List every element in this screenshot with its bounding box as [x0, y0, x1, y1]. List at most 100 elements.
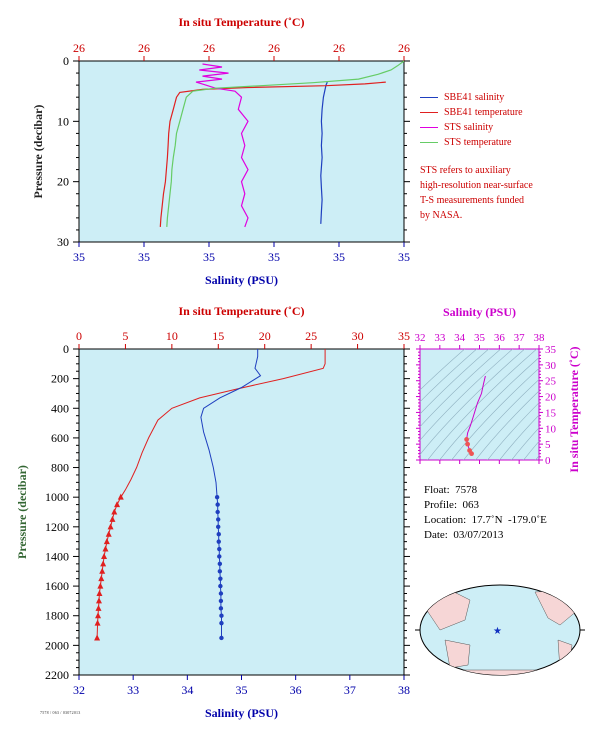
isopycnal-curve [463, 379, 539, 460]
ts-right-tick-label: 0 [545, 455, 551, 467]
temperature-marker [94, 619, 101, 626]
y-axis-tick-label: 10 [57, 114, 69, 128]
ts-right-tick-label: 25 [545, 376, 557, 388]
legend-swatch [420, 112, 438, 113]
y-axis-tick-label: 0 [63, 54, 69, 68]
ts-right-axis-title: In situ Temperature (˚C) [567, 346, 581, 472]
legend-item-sbe-temperature: SBE41 temperature [420, 105, 523, 120]
top-axis-tick-label: 26 [203, 41, 215, 55]
y-axis-tick-label: 1400 [45, 549, 69, 563]
legend-label: STS temperature [444, 137, 512, 148]
bottom-axis-tick-label: 35 [398, 250, 410, 264]
temperature-marker [107, 523, 114, 530]
bottom-axis-tick-label: 35 [138, 250, 150, 264]
ts-right-tick-label: 35 [545, 344, 557, 356]
legend-item-sts-temperature: STS temperature [420, 135, 523, 150]
temperature-marker [97, 582, 104, 589]
note-line: T-S measurements funded [420, 195, 525, 206]
salinity-marker [219, 620, 224, 626]
ts-right-tick-label: 30 [545, 360, 557, 372]
bottom-plot-area [78, 348, 405, 676]
ts-deep-marker [465, 441, 470, 447]
top-series-line [320, 81, 328, 224]
salinity-marker [218, 606, 224, 611]
y-axis-tick-label: 0 [63, 342, 69, 356]
bottom-axis-tick-label: 34 [181, 683, 193, 697]
isopycnal-curve [475, 390, 539, 460]
bottom-axis-tick-label: 32 [73, 683, 85, 697]
salinity-marker [217, 569, 223, 574]
temperature-marker [95, 597, 102, 604]
isopycnal-curve [523, 440, 539, 460]
y-axis-tick-label: 400 [51, 401, 69, 415]
note-line: high-resolution near-surface [420, 180, 533, 191]
salinity-marker [216, 517, 221, 522]
y-axis-tick-label: 800 [51, 461, 69, 475]
top-axis-tick-label: 26 [73, 41, 85, 55]
location: Location: 17.7˚N -179.0˚E [424, 514, 547, 526]
ts-right-tick-label: 20 [545, 392, 557, 404]
date: Date: 03/07/2013 [424, 529, 504, 541]
legend-label: STS salinity [444, 122, 494, 133]
salinity-marker [216, 524, 221, 530]
legend-label: SBE41 salinity [444, 92, 505, 103]
y-axis-tick-label: 1000 [45, 490, 69, 504]
top-axis-tick-label: 10 [166, 329, 178, 343]
isopycnal-curve [487, 402, 539, 460]
top-axis-tick-label: 30 [352, 329, 364, 343]
top-axis-tick-label: 5 [122, 329, 128, 343]
salinity-marker [214, 494, 220, 500]
top-axis-tick-label: 20 [259, 329, 271, 343]
y-axis-tick-label: 600 [51, 431, 69, 445]
note-line: STS refers to auxiliary [420, 165, 511, 176]
ts-top-tick-label: 38 [534, 332, 546, 344]
ts-deep-marker [469, 451, 474, 457]
salinity-marker [219, 613, 224, 618]
ts-deep-marker [464, 436, 470, 442]
salinity-marker [217, 546, 222, 552]
ts-top-tick-label: 33 [434, 332, 446, 344]
top-axis-title: In situ Temperature (˚C) [178, 15, 304, 29]
salinity-marker [216, 532, 221, 537]
temperature-marker [94, 634, 101, 641]
isopycnal-curve [420, 349, 490, 415]
isopycnal-curve [420, 349, 526, 455]
temperature-marker [101, 552, 108, 559]
top-axis-tick-label: 26 [138, 41, 150, 55]
y-axis-tick-label: 20 [57, 175, 69, 189]
isopycnal-curve [420, 349, 514, 441]
legend-swatch [420, 127, 438, 128]
legend-swatch [420, 97, 438, 98]
salinity-marker [218, 576, 223, 581]
salinity-marker [218, 583, 223, 589]
temperature-marker [103, 538, 110, 545]
salinity-marker [217, 554, 222, 559]
temperature-marker [99, 567, 106, 574]
y-axis-tick-label: 1200 [45, 520, 69, 534]
legend-item-sbe-salinity: SBE41 salinity [420, 90, 523, 105]
isopycnal-curve [439, 357, 539, 460]
isopycnal-curve [511, 427, 539, 460]
top-series-line [195, 63, 249, 228]
isopycnal-curve [499, 414, 539, 460]
top-axis-tick-label: 25 [305, 329, 317, 343]
salinity-marker [219, 635, 224, 641]
south-america-landmass [557, 639, 573, 673]
y-axis-tick-label: 200 [51, 372, 69, 386]
bottom-axis-title: Salinity (PSU) [205, 706, 278, 720]
legend-item-sts-salinity: STS salinity [420, 120, 523, 135]
temperature-marker [109, 515, 116, 522]
bottom-axis-tick-label: 38 [398, 683, 410, 697]
isopycnal-curve [420, 349, 502, 428]
ts-right-tick-label: 10 [545, 423, 557, 435]
temperature-marker [95, 604, 102, 611]
bottom-axis-title: Salinity (PSU) [205, 273, 278, 287]
salinity-marker [215, 502, 220, 507]
float-location-marker: ★ [493, 626, 502, 637]
top-axis-tick-label: 26 [398, 41, 410, 55]
ts-isopycnals [420, 349, 539, 460]
top-plot-area [78, 60, 405, 243]
footer-code: 7578 / 063 / 03072013 [40, 710, 81, 715]
ts-top-tick-label: 32 [415, 332, 426, 344]
